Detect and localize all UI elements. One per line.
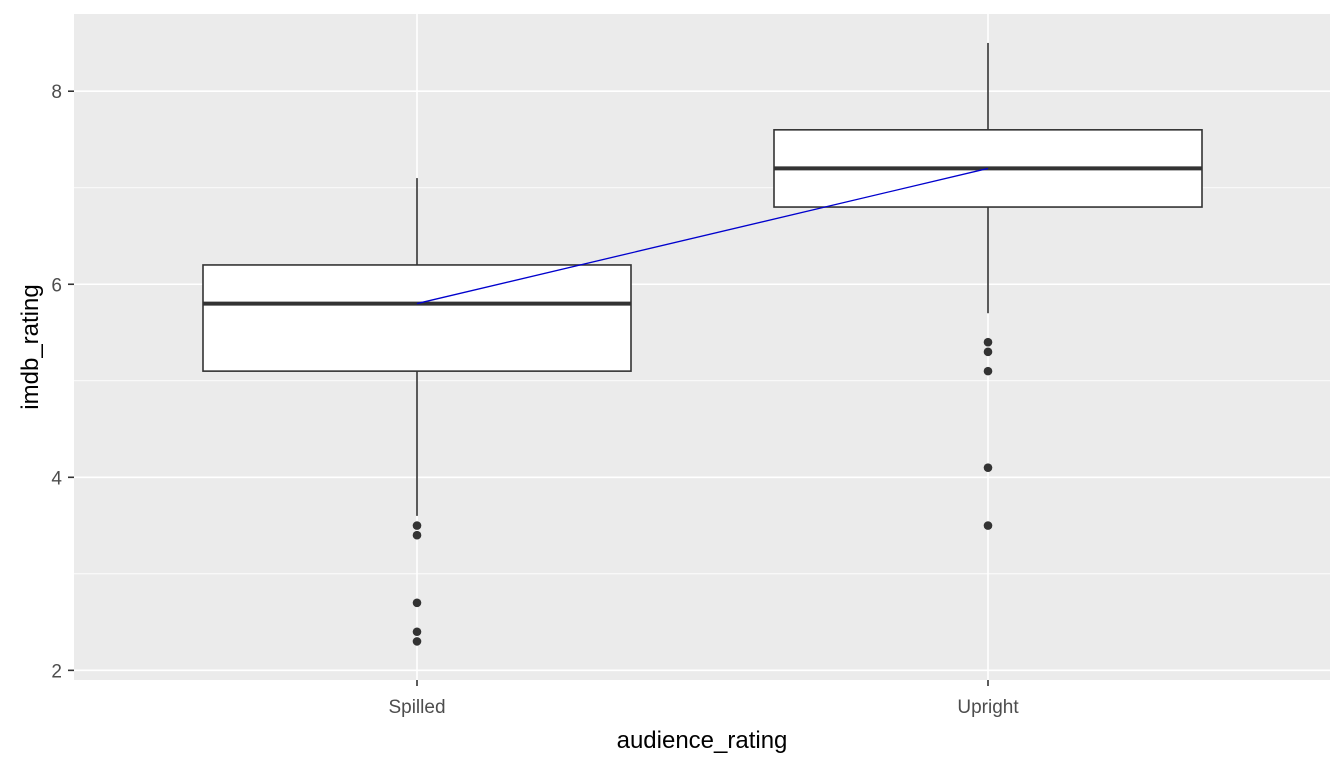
outlier-point <box>983 337 993 347</box>
y-axis-title: imdb_rating <box>17 284 44 409</box>
outlier-point <box>412 598 422 608</box>
y-tick-label: 2 <box>51 661 62 682</box>
outlier-point <box>412 627 422 637</box>
y-tick-label: 4 <box>51 468 62 489</box>
outlier-point <box>983 366 993 376</box>
outlier-point <box>983 347 993 357</box>
outlier-point <box>983 521 993 530</box>
outlier-point <box>412 530 422 540</box>
y-tick-label: 8 <box>51 82 62 103</box>
x-tick-label: Spilled <box>388 697 445 718</box>
outlier-point <box>412 521 422 530</box>
median-trend-line <box>416 167 989 305</box>
box-group <box>202 42 1203 646</box>
outlier-point <box>983 463 993 472</box>
outlier-point <box>412 637 422 646</box>
y-axis: 2 4 6 8 <box>51 82 74 682</box>
box-spilled <box>202 178 632 646</box>
y-tick-label: 6 <box>51 275 62 296</box>
box-iqr <box>202 264 632 372</box>
x-tick-label: Upright <box>957 697 1019 718</box>
x-axis-title: audience_rating <box>617 727 788 754</box>
x-axis: Spilled Upright <box>388 680 1019 718</box>
median-trend <box>416 167 989 305</box>
